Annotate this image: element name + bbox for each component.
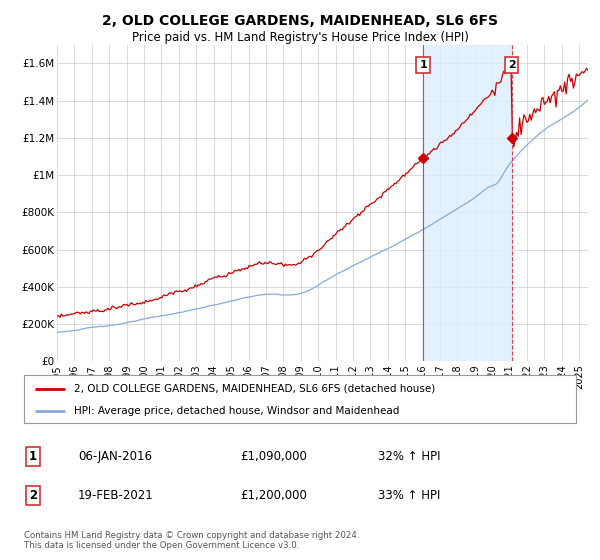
Text: 06-JAN-2016: 06-JAN-2016 — [78, 450, 152, 463]
Text: 33% ↑ HPI: 33% ↑ HPI — [378, 489, 440, 502]
Text: 19-FEB-2021: 19-FEB-2021 — [78, 489, 154, 502]
Text: 2: 2 — [508, 60, 515, 70]
Text: £1,090,000: £1,090,000 — [240, 450, 307, 463]
Text: £1,200,000: £1,200,000 — [240, 489, 307, 502]
Text: 2, OLD COLLEGE GARDENS, MAIDENHEAD, SL6 6FS: 2, OLD COLLEGE GARDENS, MAIDENHEAD, SL6 … — [102, 14, 498, 28]
Text: 2: 2 — [29, 489, 37, 502]
Text: Contains HM Land Registry data © Crown copyright and database right 2024.
This d: Contains HM Land Registry data © Crown c… — [24, 531, 359, 550]
Text: Price paid vs. HM Land Registry's House Price Index (HPI): Price paid vs. HM Land Registry's House … — [131, 31, 469, 44]
Bar — [423, 45, 512, 361]
Text: HPI: Average price, detached house, Windsor and Maidenhead: HPI: Average price, detached house, Wind… — [74, 406, 399, 416]
Text: 1: 1 — [419, 60, 427, 70]
Text: 32% ↑ HPI: 32% ↑ HPI — [378, 450, 440, 463]
Text: 2, OLD COLLEGE GARDENS, MAIDENHEAD, SL6 6FS (detached house): 2, OLD COLLEGE GARDENS, MAIDENHEAD, SL6 … — [74, 384, 435, 394]
Text: 1: 1 — [29, 450, 37, 463]
